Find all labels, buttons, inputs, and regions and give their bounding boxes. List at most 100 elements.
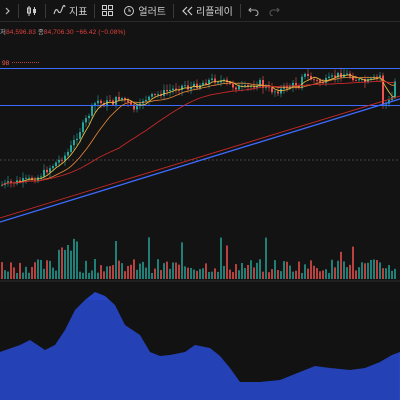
candle-body [109, 100, 111, 102]
candle-body [253, 86, 255, 88]
volume-bar [331, 259, 333, 279]
undo-button[interactable] [243, 0, 264, 22]
candle-body [136, 106, 138, 110]
volume-bar [91, 270, 93, 279]
close-key: 종 [37, 29, 44, 36]
volume-bar [202, 268, 204, 279]
volume-bar [142, 261, 144, 279]
volume-bar [241, 263, 243, 279]
chart-type-button[interactable] [21, 0, 43, 22]
volume-bar [346, 267, 348, 279]
volume-bar [337, 260, 339, 279]
candle-body [256, 86, 258, 88]
volume-bar [25, 266, 27, 279]
volume-bar [157, 259, 159, 279]
candle-body [124, 98, 126, 101]
candle-body [40, 176, 42, 178]
indicators-button[interactable]: 지표 [48, 0, 92, 22]
alert-button[interactable]: 얼러트 [118, 0, 171, 22]
volume-bar [88, 272, 90, 279]
candle-body [118, 96, 120, 100]
volume-bar [298, 261, 300, 279]
volume-bar [196, 270, 198, 279]
volume-bar [55, 270, 57, 279]
candle-body [316, 79, 318, 81]
candle-body [364, 79, 366, 83]
volume-bar [61, 247, 63, 279]
volume-bar [76, 241, 78, 279]
replay-label: 리플레이 [196, 7, 233, 18]
volume-bar [373, 259, 375, 279]
candle-body [352, 76, 354, 81]
volume-bar [301, 272, 303, 279]
toolbar-divider [239, 3, 241, 18]
toolbar-divider [45, 3, 46, 18]
volume-bar [136, 269, 138, 279]
volume-bar [235, 264, 237, 279]
volume-bar [334, 267, 336, 279]
candle-body [370, 78, 372, 80]
candle-body [148, 96, 150, 100]
volume-bar [271, 269, 273, 279]
volume-bar [160, 270, 162, 279]
volume-bar [280, 271, 282, 279]
volume-bar [259, 259, 261, 279]
volume-bar [13, 267, 15, 279]
candle-body [43, 169, 45, 177]
volume-bar [220, 237, 222, 279]
candle-body [313, 79, 315, 81]
candle-body [382, 75, 384, 105]
undo-icon [248, 6, 259, 16]
ohlc-legend: 저84,596.83 종84,706.30 −66.42 (−0.08%) [0, 26, 126, 36]
indicator-area [0, 292, 400, 400]
volume-bar [262, 271, 264, 279]
candle-body [235, 87, 237, 90]
volume-bar [295, 270, 297, 279]
low-value: 84,596.83 [6, 29, 36, 36]
volume-bar [352, 246, 354, 279]
candle-body [154, 93, 156, 95]
candle-body [82, 122, 84, 133]
layout-button[interactable] [97, 0, 118, 22]
volume-bar [238, 270, 240, 279]
symbol-menu-button[interactable] [0, 0, 16, 22]
volume-bar [175, 262, 177, 279]
candle-body [376, 76, 378, 78]
volume-bar [1, 262, 3, 279]
candle-body [394, 81, 396, 98]
volume-bar [205, 263, 207, 279]
volume-bar [100, 265, 102, 279]
candle-body [130, 101, 132, 105]
volume-bar [355, 270, 357, 279]
volume-bar [31, 266, 33, 279]
candle-body [79, 132, 81, 139]
candle-body [28, 177, 30, 179]
replay-button[interactable]: 리플레이 [176, 0, 238, 22]
volume-bar [274, 260, 276, 279]
volume-bar [340, 251, 342, 279]
volume-bar [187, 267, 189, 279]
alert-label: 얼러트 [138, 7, 167, 18]
volume-bar [16, 272, 18, 279]
candle-body [97, 100, 99, 104]
candle-body [133, 104, 135, 110]
volume-bar [154, 268, 156, 279]
volume-bar [151, 272, 153, 279]
redo-button[interactable] [264, 0, 285, 22]
candle-body [172, 88, 174, 90]
candle-body [46, 169, 48, 173]
candle-body [265, 86, 267, 88]
volume-bar [265, 237, 267, 279]
volume-bar [256, 262, 258, 279]
candle-body [157, 94, 159, 95]
volume-bar [226, 245, 228, 279]
candle-body [25, 177, 27, 179]
volume-bar [385, 268, 387, 279]
volume-bar [169, 268, 171, 279]
volume-bar [97, 272, 99, 279]
candle-body [7, 181, 9, 183]
candle-body [301, 76, 303, 89]
volume-bar [106, 266, 108, 279]
